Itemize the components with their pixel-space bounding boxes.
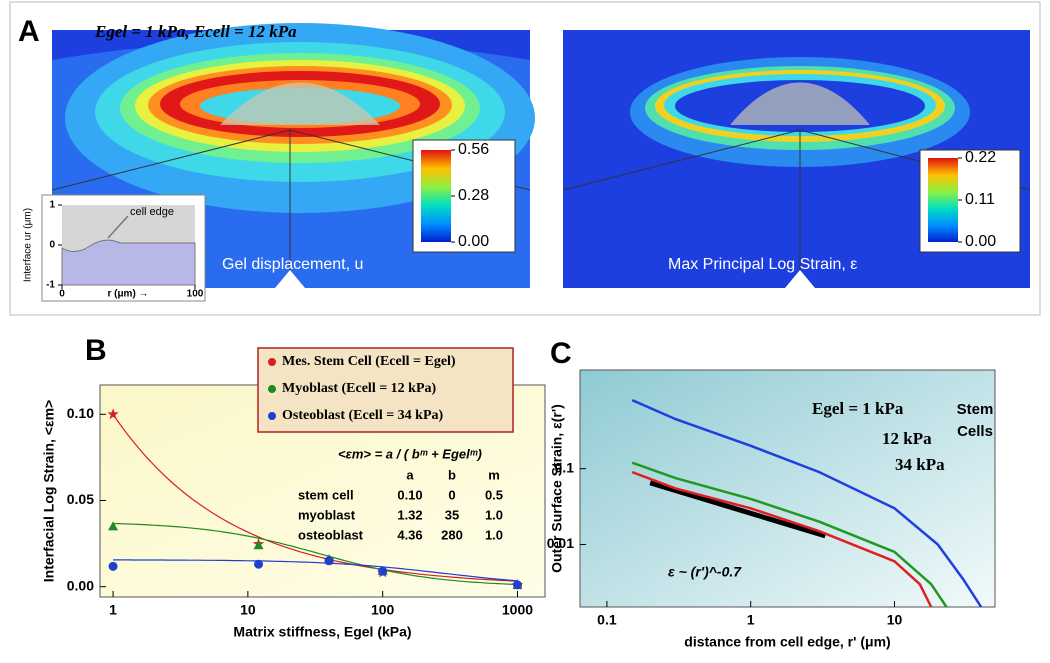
fit-cell: 1.0: [485, 507, 503, 522]
panel-label: C: [550, 337, 572, 370]
fit-cell: 35: [445, 507, 459, 522]
fit-cell: 0.10: [397, 487, 422, 502]
legend-entry: Myoblast (Ecell = 12 kPa): [282, 381, 437, 396]
fit-curve: [113, 522, 518, 586]
caption: Max Principal Log Strain, ε: [668, 256, 857, 273]
point: [254, 559, 264, 569]
fit-column: m: [488, 467, 500, 482]
legend-entry: Mes. Stem Cell (Ecell = Egel): [282, 354, 456, 369]
x-tick-label: 100: [371, 602, 395, 618]
x-tick-label: 10: [240, 602, 256, 618]
x-tick-label: 1000: [502, 602, 533, 618]
plot-area: [579, 369, 996, 608]
caption: Gel displacement, u: [222, 256, 363, 273]
legend-swatch: [268, 412, 276, 420]
y-tick-label: 0.00: [67, 577, 94, 593]
fit-curve: [113, 559, 518, 582]
point: [253, 540, 264, 550]
legend-box: [257, 347, 514, 433]
fit-formula: <εm> = a / ( bᵐ + Egelᵐ): [338, 446, 482, 461]
x-tick-label: 0.1: [597, 612, 617, 628]
guide-label: ε ~ (r')^-0.7: [668, 564, 742, 580]
colorbar-label: 0.28: [458, 187, 489, 204]
x-tick-label: 1: [747, 612, 755, 628]
x-tick-label: 1: [109, 602, 117, 618]
inset-annotation: cell edge: [130, 206, 174, 218]
curve: [631, 399, 983, 608]
fit-column: a: [406, 467, 414, 482]
x-axis-label: Matrix stiffness, Egel (kPa): [233, 624, 411, 640]
note: Cells: [957, 423, 993, 440]
point: [324, 556, 334, 566]
inset-y-tick-label: 1: [49, 200, 55, 211]
fit-cell: 0: [448, 487, 455, 502]
legend-swatch: [268, 385, 276, 393]
fit-cell: 1.0: [485, 527, 503, 542]
y-axis-label: Interfacial Log Strain, <εm>: [41, 400, 57, 582]
fit-column: b: [448, 467, 456, 482]
point: [108, 561, 118, 571]
colorbar-label: 0.00: [458, 233, 489, 250]
x-tick-label: 10: [887, 612, 903, 628]
inset-x-label: r (μm) →: [107, 289, 148, 300]
fit-curve: [112, 413, 518, 582]
fit-cell: 1.32: [397, 507, 422, 522]
point: [107, 408, 119, 420]
inset-y-label: Interface ur (μm): [23, 208, 34, 282]
inset-y-tick-label: 0: [49, 240, 55, 251]
panel-label: B: [85, 334, 107, 367]
y-tick-label: 0.1: [555, 459, 575, 475]
y-tick-label: 0.05: [67, 491, 94, 507]
inset-y-tick-label: -1: [46, 280, 55, 291]
colorbar-label: 0.22: [965, 149, 996, 166]
inset-x-tick-label: 0: [59, 289, 65, 300]
inset-arrow: [107, 215, 129, 239]
inset-x-tick-label: 100: [187, 289, 204, 300]
x-axis-label: distance from cell edge, r' (μm): [684, 634, 890, 650]
colorbar-label: 0.11: [965, 191, 995, 208]
legend-entry: Osteoblast (Ecell = 34 kPa): [282, 408, 444, 423]
colorbar-label: 0.56: [458, 141, 489, 158]
fit-cell: stem cell: [298, 487, 354, 502]
point: [512, 580, 522, 590]
curve: [631, 470, 933, 608]
curve-label: Egel = 1 kPa: [812, 399, 904, 418]
fit-cell: myoblast: [298, 507, 356, 522]
fit-cell: 0.5: [485, 487, 503, 502]
curve: [631, 461, 948, 608]
colorbar: [928, 158, 958, 242]
y-axis-label: Outer Surface Strain, ε(r'): [549, 404, 565, 573]
inset-curve: [61, 239, 196, 286]
colorbar: [421, 150, 451, 242]
y-tick-label: 0.10: [67, 405, 94, 421]
legend-swatch: [268, 358, 276, 366]
curve-label: 12 kPa: [882, 429, 932, 448]
guide-line: [649, 480, 826, 539]
fit-cell: 280: [441, 527, 463, 542]
colorbar-label: 0.00: [965, 233, 996, 250]
fit-cell: osteoblast: [298, 527, 364, 542]
y-tick-label: 0.01: [547, 535, 574, 551]
point: [378, 566, 388, 576]
condition: Egel = 1 kPa, Ecell = 12 kPa: [94, 22, 297, 41]
note: Stem: [957, 401, 994, 418]
fit-cell: 4.36: [397, 527, 422, 542]
point: [108, 521, 119, 531]
curve-label: 34 kPa: [895, 455, 945, 474]
panel-label: A: [18, 15, 40, 48]
